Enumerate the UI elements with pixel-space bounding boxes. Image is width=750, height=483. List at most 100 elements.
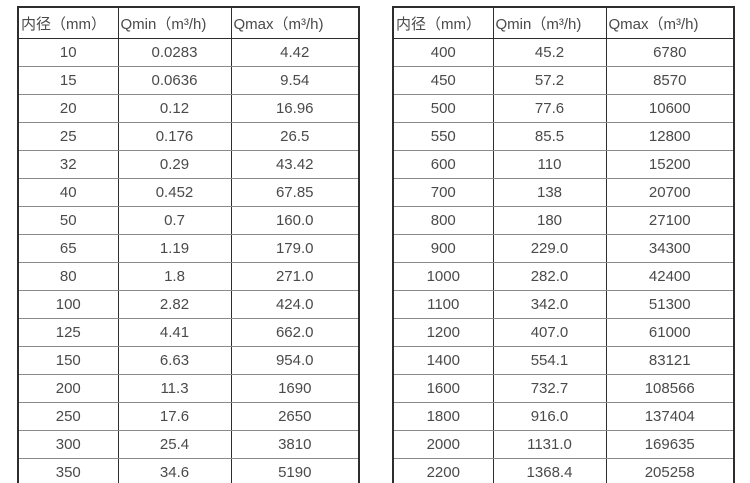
table-cell: 2650 (230, 402, 360, 431)
table-cell: 169635 (605, 430, 735, 459)
table-cell: 125 (17, 318, 119, 347)
table-cell: 500 (392, 94, 494, 123)
table-cell: 34.6 (117, 458, 232, 483)
table-cell: 34300 (605, 234, 735, 263)
table-cell: 800 (392, 206, 494, 235)
table-cell: 250 (17, 402, 119, 431)
table-row: 25 0.176 26.5 (17, 122, 360, 151)
table-cell: 1368.4 (492, 458, 607, 483)
table-cell: 6780 (605, 38, 735, 67)
table-row: 800 180 27100 (392, 206, 735, 235)
table-cell: 50 (17, 206, 119, 235)
table-cell: 67.85 (230, 178, 360, 207)
table-row: 400 45.2 6780 (392, 38, 735, 67)
table-cell: 42400 (605, 262, 735, 291)
table-cell: 20 (17, 94, 119, 123)
table-cell: 180 (492, 206, 607, 235)
table-row: 200 11.3 1690 (17, 374, 360, 403)
column-header-diameter: 内径（mm） (392, 6, 494, 39)
table-cell: 26.5 (230, 122, 360, 151)
table-cell: 282.0 (492, 262, 607, 291)
table-cell: 0.12 (117, 94, 232, 123)
column-header-qmin: Qmin（m³/h) (117, 6, 232, 39)
table-row: 1600 732.7 108566 (392, 374, 735, 403)
table-row: 40 0.452 67.85 (17, 178, 360, 207)
flow-rate-table-large: 内径（mm） Qmin（m³/h) Qmax（m³/h) 400 45.2 6780… (392, 6, 735, 483)
table-cell: 43.42 (230, 150, 360, 179)
table-cell: 2200 (392, 458, 494, 483)
table-cell: 32 (17, 150, 119, 179)
table-cell: 1400 (392, 346, 494, 375)
table-cell: 17.6 (117, 402, 232, 431)
table-cell: 16.96 (230, 94, 360, 123)
table-cell: 916.0 (492, 402, 607, 431)
table-cell: 3810 (230, 430, 360, 459)
table-cell: 27100 (605, 206, 735, 235)
table-body: 10 0.0283 4.42 15 0.0636 9.54 20 0.12 16.96 25 0.1… (17, 38, 360, 483)
table-cell: 85.5 (492, 122, 607, 151)
table-cell: 2000 (392, 430, 494, 459)
table-cell: 6.63 (117, 346, 232, 375)
table-cell: 15 (17, 66, 119, 95)
table-cell: 1800 (392, 402, 494, 431)
table-cell: 732.7 (492, 374, 607, 403)
table-cell: 0.0283 (117, 38, 232, 67)
table-cell: 25.4 (117, 430, 232, 459)
table-cell: 0.7 (117, 206, 232, 235)
table-row: 125 4.41 662.0 (17, 318, 360, 347)
column-header-qmin: Qmin（m³/h) (492, 6, 607, 39)
table-cell: 1131.0 (492, 430, 607, 459)
table-cell: 8570 (605, 66, 735, 95)
table-cell: 57.2 (492, 66, 607, 95)
table-row: 250 17.6 2650 (17, 402, 360, 431)
table-cell: 20700 (605, 178, 735, 207)
table-cell: 4.41 (117, 318, 232, 347)
table-row: 2000 1131.0 169635 (392, 430, 735, 459)
large-diameter-table-container: 内径（mm） Qmin（m³/h) Qmax（m³/h) 400 45.2 6780… (392, 6, 735, 483)
table-cell: 554.1 (492, 346, 607, 375)
small-diameter-table-container: 内径（mm） Qmin（m³/h) Qmax（m³/h) 10 0.0283 4.4… (17, 6, 360, 483)
table-cell: 15200 (605, 150, 735, 179)
table-cell: 100 (17, 290, 119, 319)
table-row: 700 138 20700 (392, 178, 735, 207)
table-row: 600 110 15200 (392, 150, 735, 179)
table-cell: 407.0 (492, 318, 607, 347)
table-row: 内径（mm） Qmin（m³/h) Qmax（m³/h) (17, 6, 360, 39)
table-cell: 160.0 (230, 206, 360, 235)
table-body: 400 45.2 6780 450 57.2 8570 500 77.6 10600 550 85.… (392, 38, 735, 483)
table-row: 300 25.4 3810 (17, 430, 360, 459)
table-header-row: 内径（mm） Qmin（m³/h) Qmax（m³/h) (392, 6, 735, 39)
table-row: 350 34.6 5190 (17, 458, 360, 483)
table-cell: 1690 (230, 374, 360, 403)
table-row: 1200 407.0 61000 (392, 318, 735, 347)
table-cell: 205258 (605, 458, 735, 483)
table-row: 65 1.19 179.0 (17, 234, 360, 263)
table-cell: 9.54 (230, 66, 360, 95)
table-cell: 77.6 (492, 94, 607, 123)
table-row: 32 0.29 43.42 (17, 150, 360, 179)
column-header-diameter: 内径（mm） (17, 6, 119, 39)
table-cell: 200 (17, 374, 119, 403)
table-row: 450 57.2 8570 (392, 66, 735, 95)
table-cell: 138 (492, 178, 607, 207)
table-row: 80 1.8 271.0 (17, 262, 360, 291)
table-cell: 10 (17, 38, 119, 67)
table-cell: 342.0 (492, 290, 607, 319)
table-header-row: 内径（mm） Qmin（m³/h) Qmax（m³/h) (17, 6, 360, 39)
table-cell: 900 (392, 234, 494, 263)
table-cell: 150 (17, 346, 119, 375)
table-cell: 1100 (392, 290, 494, 319)
table-row: 1000 282.0 42400 (392, 262, 735, 291)
table-cell: 271.0 (230, 262, 360, 291)
table-row: 10 0.0283 4.42 (17, 38, 360, 67)
table-row: 900 229.0 34300 (392, 234, 735, 263)
column-header-qmax: Qmax（m³/h) (230, 6, 360, 39)
table-cell: 137404 (605, 402, 735, 431)
table-cell: 179.0 (230, 234, 360, 263)
column-header-qmax: Qmax（m³/h) (605, 6, 735, 39)
table-row: 550 85.5 12800 (392, 122, 735, 151)
table-cell: 25 (17, 122, 119, 151)
table-cell: 1200 (392, 318, 494, 347)
table-row: 20 0.12 16.96 (17, 94, 360, 123)
